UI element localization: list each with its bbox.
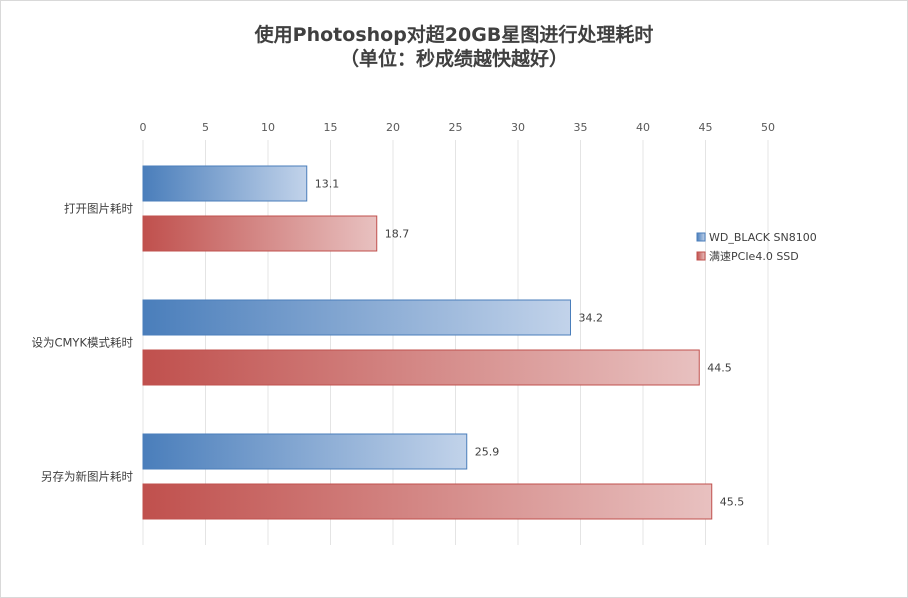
x-tick-label: 35 [574,121,588,134]
category-label: 打开图片耗时 [64,202,133,216]
data-label: 13.1 [315,178,340,191]
x-tick-label: 10 [261,121,275,134]
data-label: 18.7 [385,228,410,241]
x-tick-label: 45 [699,121,713,134]
bar-wd-black-2 [142,433,468,470]
x-tick-label: 0 [140,121,147,134]
x-tick-label: 25 [449,121,463,134]
x-tick-label: 15 [324,121,338,134]
legend-swatch [696,232,706,242]
bar-wd-black-1 [142,299,571,336]
bar-pcie4-2 [142,483,713,520]
data-label: 45.5 [720,496,745,509]
x-tick-label: 20 [386,121,400,134]
x-tick-label: 50 [761,121,775,134]
category-label: 设为CMYK模式耗时 [31,336,133,350]
x-tick-label: 30 [511,121,525,134]
bar-pcie4-0 [142,215,378,252]
chart-title: 使用Photoshop对超20GB星图进行处理耗时 [254,24,654,46]
x-tick-label: 40 [636,121,650,134]
legend-label: 满速PCIe4.0 SSD [709,250,799,263]
bar-wd-black-0 [142,165,308,202]
legend-label: WD_BLACK SN8100 [709,231,817,244]
bar-pcie4-1 [142,349,700,386]
legend-swatch [696,251,706,261]
data-label: 25.9 [475,446,500,459]
category-label: 另存为新图片耗时 [41,470,133,484]
data-label: 44.5 [707,362,732,375]
data-label: 34.2 [579,312,604,325]
chart-subtitle: （单位：秒成绩越快越好） [339,48,568,70]
x-tick-label: 5 [202,121,209,134]
